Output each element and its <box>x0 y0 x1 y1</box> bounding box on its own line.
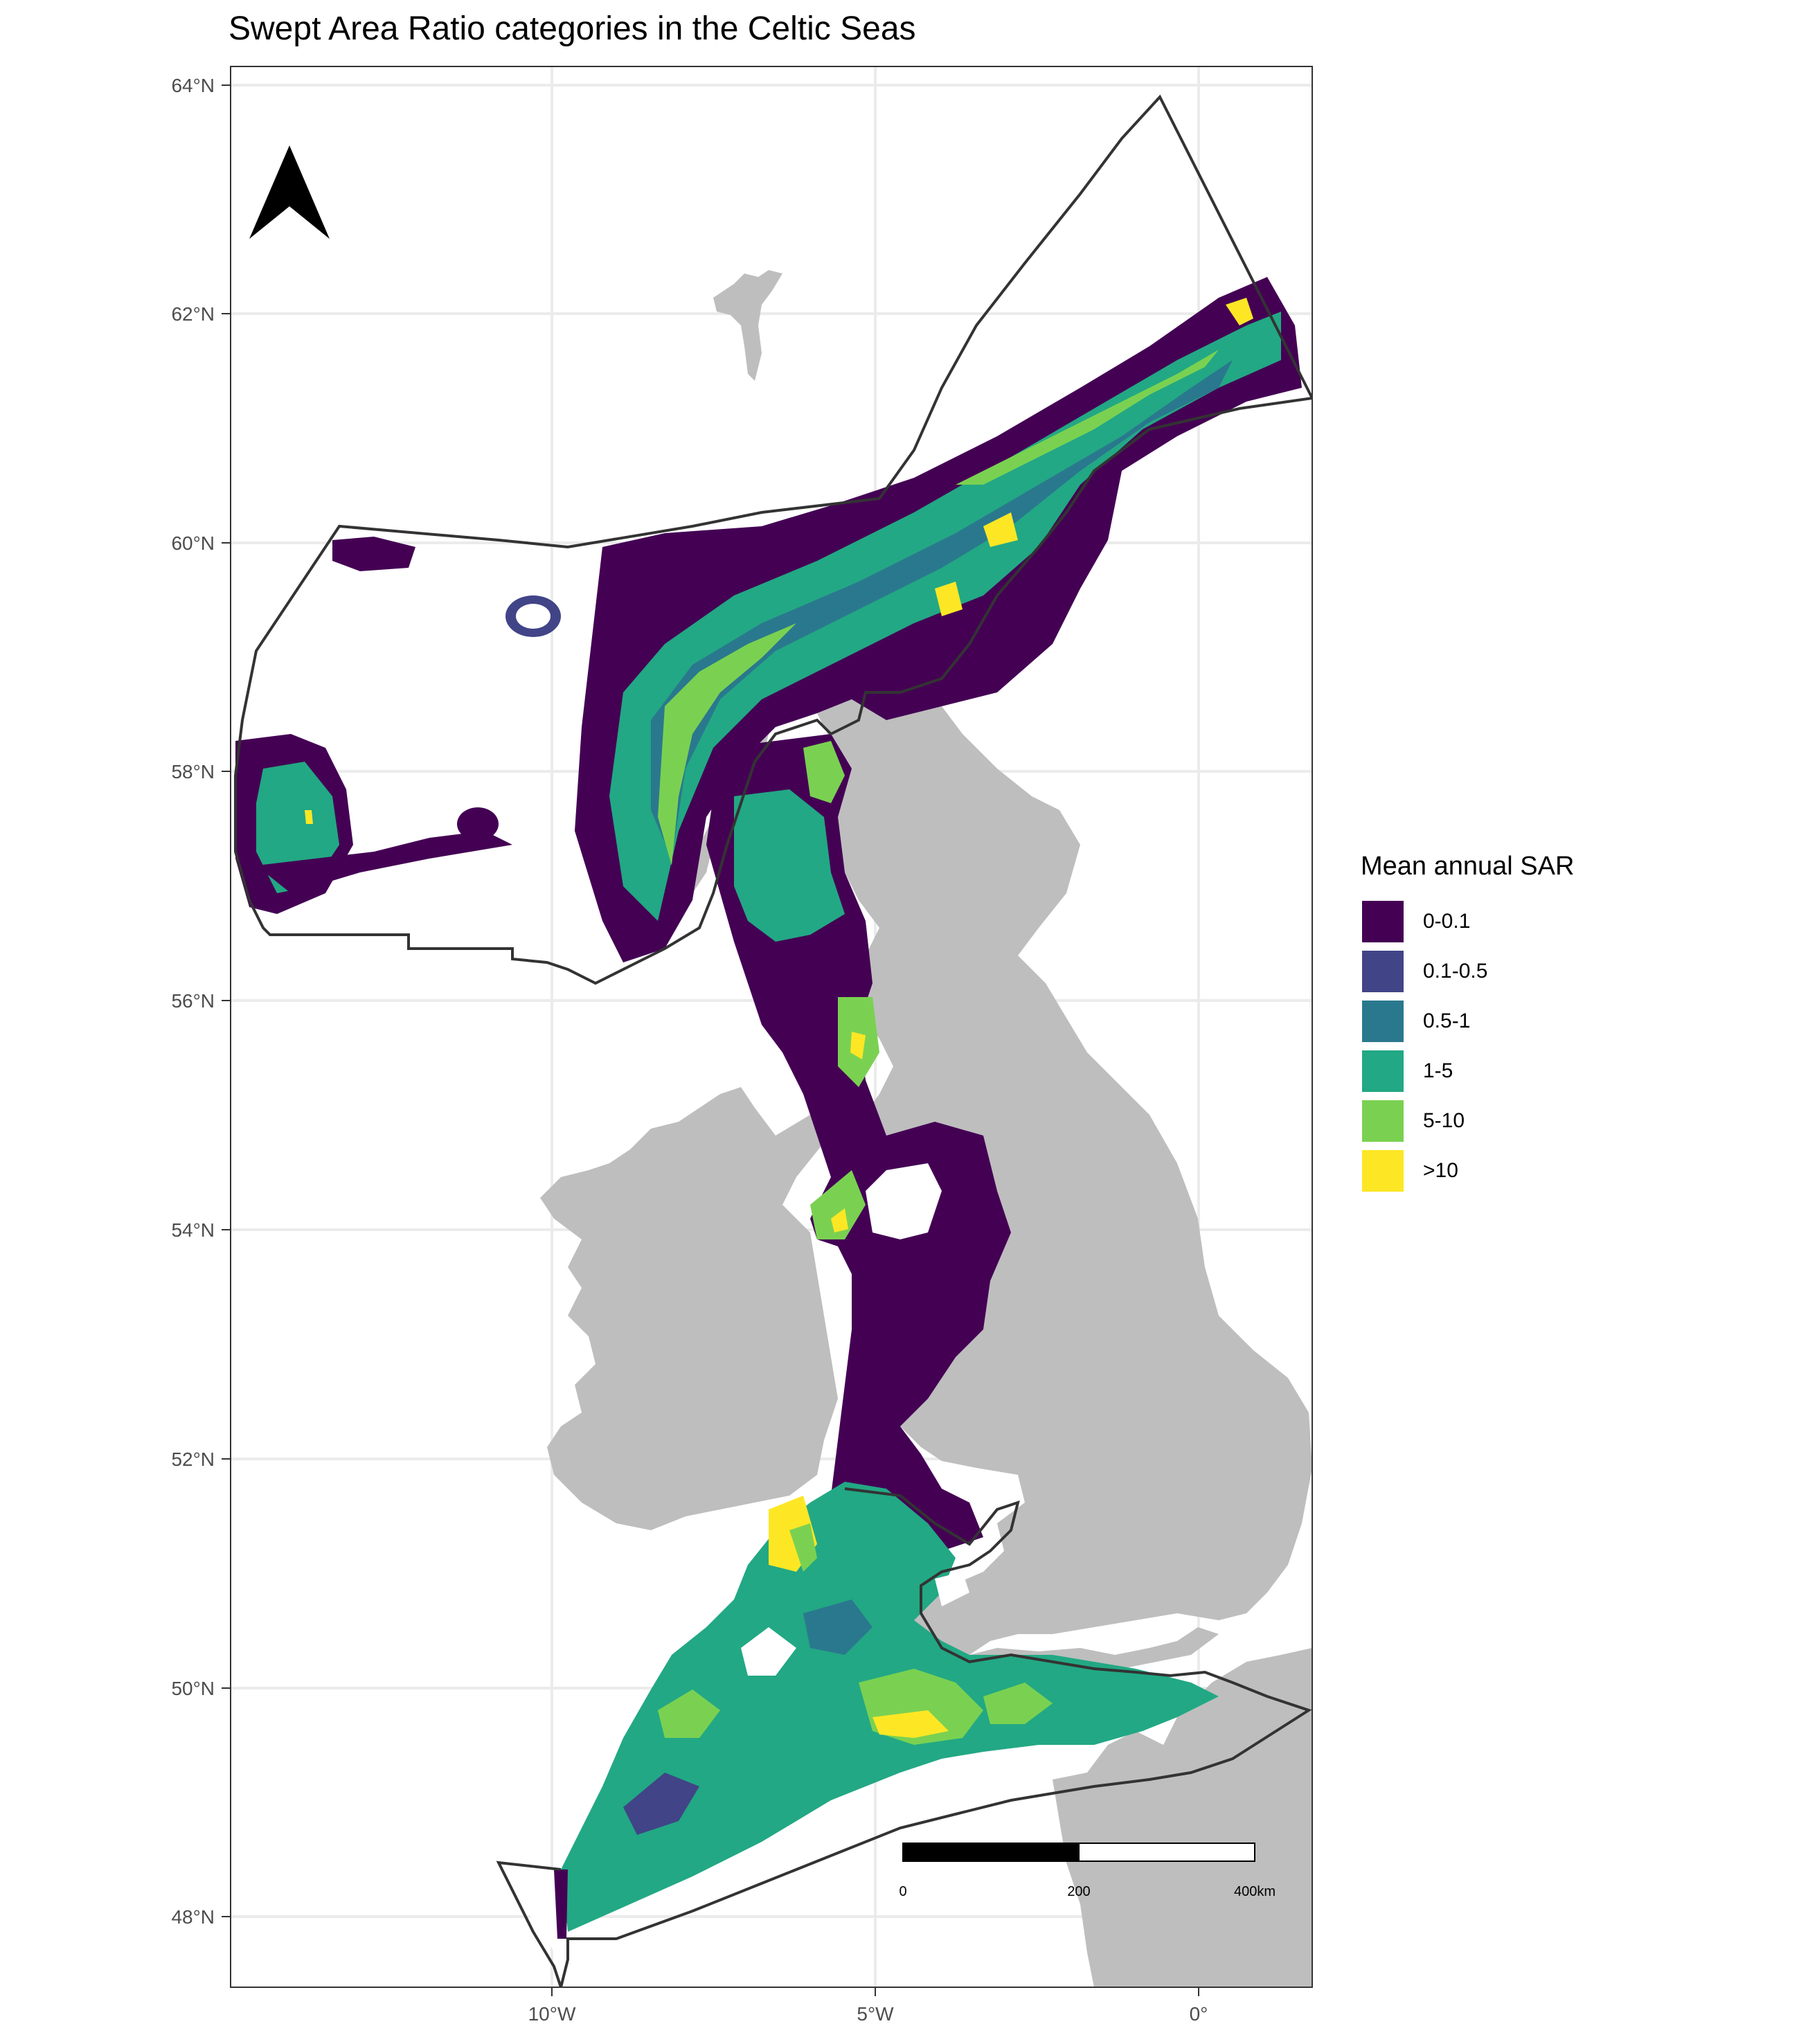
scale-label-400: 400km <box>1234 1884 1276 1899</box>
lon-axis: 10°W 5°W 0° <box>528 1987 1208 2025</box>
legend-swatch <box>1361 999 1405 1043</box>
legend-item: 0-0.1 <box>1361 897 1574 947</box>
lat-tick-label: 50°N <box>171 1678 215 1699</box>
legend-swatch <box>1361 899 1405 944</box>
france-coast <box>1053 1648 1312 1987</box>
legend-item: 5-10 <box>1361 1096 1574 1146</box>
lat-tick-label: 48°N <box>171 1906 215 1928</box>
legend-swatch <box>1361 1099 1405 1143</box>
lat-tick-label: 52°N <box>171 1449 215 1470</box>
legend-item: >10 <box>1361 1146 1574 1196</box>
great-britain <box>817 692 1312 1676</box>
cornwall <box>956 1627 1219 1689</box>
legend-swatch <box>1361 1149 1405 1193</box>
land <box>540 270 1312 1987</box>
panel-border <box>230 66 1313 1988</box>
faroe-islands <box>713 270 782 381</box>
north-arrow-icon <box>249 145 330 239</box>
legend-label: 0.1-0.5 <box>1423 960 1488 983</box>
ecoregion-boundary <box>234 94 1312 985</box>
legend-label: 5-10 <box>1423 1109 1465 1132</box>
ireland <box>540 1087 838 1530</box>
legend-label: 1-5 <box>1423 1059 1453 1082</box>
legend-title: Mean annual SAR <box>1361 852 1575 881</box>
map-title: Swept Area Ratio categories in the Celti… <box>229 10 916 47</box>
legend-swatch <box>1361 949 1405 994</box>
legend-label: >10 <box>1423 1159 1458 1182</box>
sar-footprint <box>235 277 1302 1966</box>
lon-tick-label: 10°W <box>528 2003 576 2025</box>
lat-axis: 64°N 62°N 60°N 58°N 56°N 54°N 52°N 50°N … <box>171 75 231 1928</box>
legend-item: 1-5 <box>1361 1046 1574 1096</box>
lat-tick-label: 62°N <box>171 303 215 325</box>
lat-tick-label: 60°N <box>171 532 215 554</box>
legend-label: 0.5-1 <box>1423 1010 1471 1032</box>
legend-label: 0-0.1 <box>1423 910 1471 933</box>
lat-tick-label: 54°N <box>171 1219 215 1241</box>
lon-tick-label: 0° <box>1190 2003 1208 2025</box>
lat-tick-label: 64°N <box>171 75 215 96</box>
legend: Mean annual SAR 0-0.1 0.1-0.5 0.5-1 1-5 … <box>1361 852 1574 1196</box>
lat-tick-label: 56°N <box>171 990 215 1012</box>
scale-label-0: 0 <box>899 1884 906 1899</box>
lon-tick-label: 5°W <box>857 2003 894 2025</box>
legend-item: 0.5-1 <box>1361 996 1574 1046</box>
scale-bar: 0 200 400km <box>899 1843 1276 1899</box>
legend-swatch <box>1361 1049 1405 1093</box>
legend-item: 0.1-0.5 <box>1361 947 1574 996</box>
lat-tick-label: 58°N <box>171 761 215 782</box>
scale-label-200: 200 <box>1067 1884 1090 1899</box>
